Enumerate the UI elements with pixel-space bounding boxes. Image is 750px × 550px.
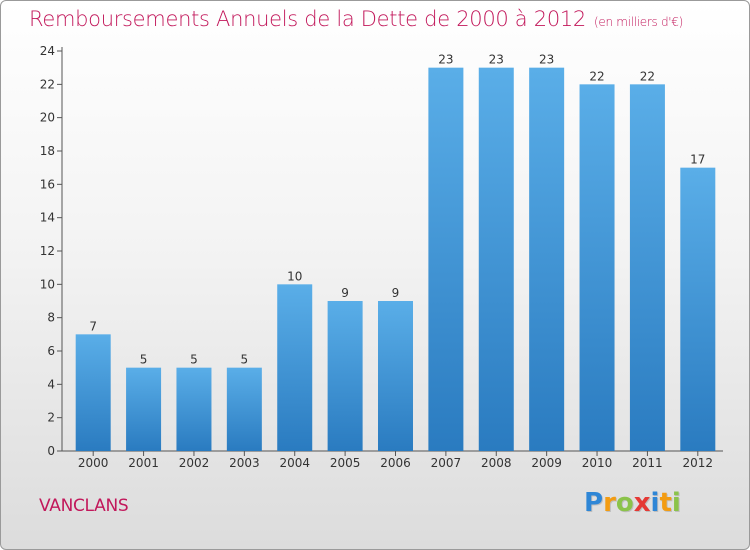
logo-letter: x <box>633 488 651 518</box>
data-label: 22 <box>640 69 655 83</box>
x-tick-label: 2011 <box>632 456 663 470</box>
y-tick-label: 10 <box>40 277 55 291</box>
commune-name: VANCLANS <box>39 496 129 516</box>
bar-labels: 7 5 5 5 10 9 9 23 23 23 22 22 17 <box>89 53 705 367</box>
y-tick-label: 6 <box>47 344 55 358</box>
proxiti-logo: Proxiti <box>584 488 681 518</box>
x-tick-label: 2009 <box>531 456 562 470</box>
data-label: 22 <box>589 69 604 83</box>
bar <box>629 84 665 451</box>
x-tick-label: 2005 <box>330 456 361 470</box>
bar <box>176 367 212 451</box>
y-tick-label: 4 <box>47 377 55 391</box>
data-label: 23 <box>489 53 504 67</box>
y-tick-label: 12 <box>40 244 55 258</box>
logo-letter: i <box>671 488 681 518</box>
bar <box>579 84 615 451</box>
data-label: 17 <box>690 153 705 167</box>
x-tick-label: 2012 <box>683 456 714 470</box>
x-tick-label: 2006 <box>380 456 411 470</box>
y-tick-label: 0 <box>47 444 55 458</box>
y-tick-label: 20 <box>40 111 55 125</box>
bar <box>428 67 464 452</box>
bar <box>327 301 363 451</box>
data-label: 9 <box>392 286 400 300</box>
data-label: 23 <box>438 53 453 67</box>
x-tick-label: 2010 <box>582 456 613 470</box>
bar <box>75 334 111 451</box>
x-tick-label: 2002 <box>179 456 210 470</box>
y-tick-label: 14 <box>40 211 55 225</box>
bar <box>478 67 514 452</box>
y-tick-label: 8 <box>47 311 55 325</box>
data-label: 23 <box>539 53 554 67</box>
bar <box>680 167 716 451</box>
x-tick-label: 2000 <box>78 456 109 470</box>
bar <box>277 284 313 451</box>
x-tick-label: 2008 <box>481 456 512 470</box>
chart-title: Remboursements Annuels de la Dette de 20… <box>29 7 683 31</box>
logo-letter: r <box>603 488 616 518</box>
logo-letter: i <box>650 488 660 518</box>
x-tick-label: 2003 <box>229 456 260 470</box>
data-label: 5 <box>190 353 198 367</box>
logo-letter: t <box>659 488 672 518</box>
bar <box>226 367 262 451</box>
data-label: 7 <box>89 319 97 333</box>
x-tick-label: 2001 <box>128 456 159 470</box>
data-label: 5 <box>140 353 148 367</box>
logo-letter: o <box>615 488 634 518</box>
title-text: Remboursements Annuels de la Dette de 20… <box>29 7 586 31</box>
bar <box>126 367 162 451</box>
data-label: 9 <box>341 286 349 300</box>
y-tick-label: 22 <box>40 77 55 91</box>
data-label: 5 <box>241 353 249 367</box>
logo-letter: P <box>584 488 604 518</box>
title-unit: (en milliers d'€) <box>594 15 684 29</box>
y-tick-label: 2 <box>47 411 55 425</box>
y-tick-label: 24 <box>40 44 55 58</box>
y-tick-label: 18 <box>40 144 55 158</box>
bar <box>378 301 413 451</box>
y-tick-label: 16 <box>40 177 55 191</box>
x-tick-label: 2007 <box>431 456 462 470</box>
x-tick-label: 2004 <box>279 456 310 470</box>
data-label: 10 <box>287 269 302 283</box>
bars <box>75 67 716 452</box>
bar <box>529 67 565 452</box>
